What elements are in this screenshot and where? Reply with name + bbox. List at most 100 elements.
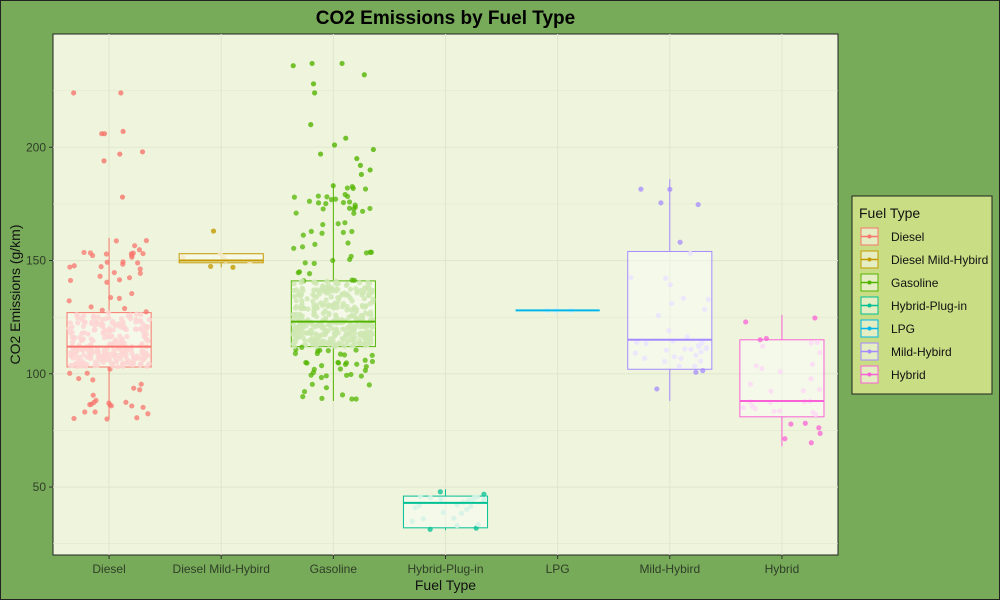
- data-point: [451, 515, 457, 521]
- data-point: [113, 238, 119, 244]
- x-tick-label: Hybrid-Plug-in: [407, 562, 483, 576]
- data-point: [464, 506, 470, 512]
- data-point: [817, 349, 823, 356]
- series-hybrid-plug-in: [402, 489, 489, 532]
- data-point: [757, 337, 763, 343]
- data-point: [342, 361, 349, 367]
- data-point: [88, 349, 94, 355]
- data-point: [67, 277, 74, 284]
- data-point: [352, 324, 358, 330]
- outlier-point: [367, 167, 373, 173]
- data-point: [292, 350, 299, 357]
- legend-item: Hybrid: [860, 365, 926, 384]
- data-point: [370, 296, 376, 303]
- data-point: [362, 357, 368, 363]
- data-point: [88, 353, 94, 359]
- data-point: [743, 319, 749, 325]
- data-point: [104, 279, 110, 285]
- data-point: [319, 395, 325, 401]
- data-point: [291, 281, 297, 287]
- data-point: [140, 250, 146, 257]
- legend-key-point: [867, 303, 872, 308]
- data-point: [352, 334, 358, 341]
- data-point: [113, 358, 119, 364]
- data-point: [120, 261, 126, 267]
- data-point: [662, 358, 668, 364]
- data-point: [81, 330, 87, 336]
- data-point: [343, 332, 349, 338]
- chart-title: CO2 Emissions by Fuel Type: [316, 8, 575, 29]
- legend: Fuel Type Diesel Diesel Mild-Hybird Gasoli…: [851, 195, 993, 395]
- data-point: [106, 328, 112, 334]
- data-point: [129, 403, 135, 409]
- data-point: [354, 361, 360, 367]
- data-point: [180, 254, 186, 260]
- data-point: [325, 348, 331, 354]
- data-point: [310, 298, 316, 304]
- data-point: [759, 365, 765, 372]
- data-point: [116, 352, 122, 359]
- data-point: [99, 307, 105, 313]
- data-point: [458, 510, 465, 516]
- data-point: [349, 277, 355, 283]
- legend-key-point: [867, 234, 872, 239]
- data-point: [335, 330, 341, 336]
- data-point: [339, 335, 345, 341]
- data-point: [353, 396, 359, 402]
- data-point: [308, 228, 314, 235]
- outlier-point: [139, 149, 146, 155]
- data-point: [312, 241, 318, 247]
- data-point: [107, 402, 113, 408]
- legend-item: Hybrid-Plug-in: [860, 296, 967, 315]
- outlier-point: [117, 151, 123, 157]
- data-point: [812, 315, 818, 321]
- data-point: [84, 370, 90, 376]
- data-point: [349, 396, 355, 402]
- data-point: [116, 277, 123, 283]
- data-point: [303, 359, 309, 366]
- data-point: [96, 354, 102, 361]
- data-point: [137, 326, 144, 332]
- outlier-point: [310, 81, 317, 87]
- data-point: [297, 305, 303, 311]
- legend-key-point: [867, 326, 872, 331]
- data-point: [311, 311, 317, 317]
- data-point: [808, 376, 814, 382]
- data-point: [466, 497, 472, 503]
- data-point: [347, 331, 353, 337]
- data-point: [134, 415, 140, 421]
- data-point: [90, 392, 96, 398]
- data-point: [126, 275, 133, 281]
- data-point: [292, 305, 299, 311]
- data-point: [74, 356, 81, 362]
- data-point: [349, 228, 355, 235]
- data-point: [293, 287, 300, 293]
- data-point: [322, 327, 328, 333]
- data-point: [814, 339, 821, 346]
- data-point: [344, 185, 350, 191]
- x-tick-label: Diesel Mild-Hybird: [173, 562, 270, 576]
- data-point: [312, 324, 318, 330]
- data-point: [330, 257, 336, 264]
- data-point: [137, 387, 143, 393]
- data-point: [320, 221, 326, 228]
- data-point: [311, 293, 317, 299]
- data-point: [82, 409, 88, 415]
- data-point: [318, 374, 325, 381]
- data-point: [481, 491, 487, 497]
- data-point: [344, 303, 350, 310]
- data-point: [66, 325, 72, 332]
- data-point: [470, 496, 476, 502]
- data-point: [71, 415, 77, 422]
- data-point: [655, 312, 662, 319]
- data-point: [366, 281, 372, 287]
- data-point: [73, 312, 80, 318]
- data-point: [89, 252, 96, 259]
- data-point: [333, 278, 339, 284]
- data-point: [123, 327, 129, 333]
- data-point: [698, 349, 704, 355]
- data-point: [782, 436, 788, 442]
- data-point: [339, 326, 346, 332]
- data-point: [816, 386, 823, 393]
- data-point: [693, 369, 699, 375]
